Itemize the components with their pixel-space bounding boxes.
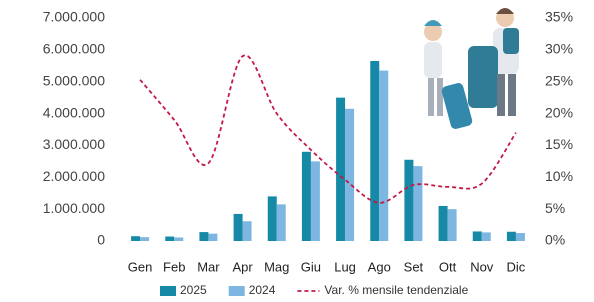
bar <box>473 231 482 241</box>
bar <box>507 232 516 241</box>
illustration <box>424 8 519 130</box>
bar <box>199 232 208 241</box>
x-tick-label: Mar <box>197 259 220 274</box>
y-tick-label: 4.000.000 <box>43 104 105 120</box>
y-tick-label: 6.000.000 <box>43 41 105 57</box>
y-tick-label: 1.000.000 <box>43 200 105 216</box>
bar <box>336 98 345 241</box>
y2-tick-label: 10% <box>545 168 573 184</box>
y-tick-label: 5.000.000 <box>43 72 105 88</box>
bar <box>482 232 491 241</box>
legend-swatch <box>229 286 245 296</box>
y-tick-label: 7.000.000 <box>43 9 105 25</box>
y2-tick-label: 0% <box>545 232 565 248</box>
bar <box>302 152 311 241</box>
y2-tick-label: 35% <box>545 9 573 25</box>
bar <box>277 204 286 241</box>
x-tick-label: Ago <box>368 259 391 274</box>
bar <box>448 209 457 241</box>
bar <box>165 237 174 241</box>
bar <box>234 214 243 241</box>
y-tick-label: 2.000.000 <box>43 168 105 184</box>
y-tick-label: 3.000.000 <box>43 136 105 152</box>
bar <box>208 234 217 241</box>
bar <box>311 161 320 241</box>
y-tick-label: 0 <box>97 232 105 248</box>
legend-label: Var. % mensile tendenziale <box>324 283 468 297</box>
bar <box>516 233 525 241</box>
y2-tick-label: 20% <box>545 104 573 120</box>
bar <box>379 71 388 241</box>
x-tick-label: Gen <box>128 259 153 274</box>
bar <box>413 166 422 241</box>
bar <box>268 196 277 241</box>
bar <box>404 160 413 241</box>
x-tick-label: Lug <box>334 259 356 274</box>
y2-tick-label: 15% <box>545 136 573 152</box>
chart: 0 1.000.000 2.000.000 3.000.000 4.000.000 5.0… <box>0 0 594 302</box>
bar <box>345 109 354 241</box>
x-tick-label: Nov <box>470 259 494 274</box>
x-tick-label: Apr <box>232 259 253 274</box>
x-tick-label: Mag <box>264 259 289 274</box>
bar <box>439 206 448 241</box>
legend-label: 2025 <box>180 283 207 297</box>
bar <box>131 236 140 241</box>
y2-tick-label: 5% <box>545 200 565 216</box>
x-tick-label: Dic <box>507 259 526 274</box>
legend-label: 2024 <box>249 283 276 297</box>
line <box>140 55 516 202</box>
y2-tick-label: 30% <box>545 41 573 57</box>
legend-swatch <box>160 286 176 296</box>
bar <box>140 237 149 241</box>
bar <box>370 61 379 241</box>
page: {"chart_data": {"type": "bar", "categori… <box>0 0 594 302</box>
x-tick-label: Ott <box>439 259 457 274</box>
bar <box>174 237 183 241</box>
x-tick-label: Set <box>404 259 424 274</box>
bar <box>243 221 252 241</box>
y2-tick-label: 25% <box>545 72 573 88</box>
x-tick-label: Feb <box>163 259 185 274</box>
x-tick-label: Giu <box>301 259 321 274</box>
